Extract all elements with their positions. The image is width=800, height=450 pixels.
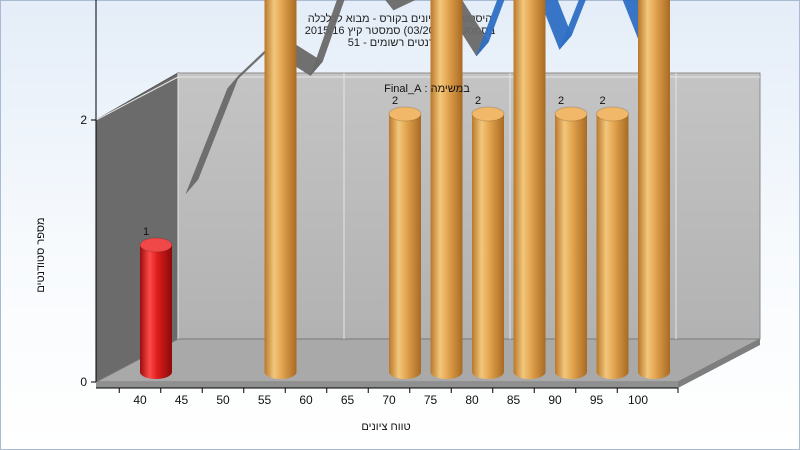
trend-ribbon	[185, 0, 668, 194]
bar-body	[264, 0, 297, 379]
x-tick-label: 85	[507, 393, 521, 407]
y-axis: 024	[80, 0, 97, 389]
bar-body	[389, 114, 421, 379]
y-axis-label: מספר סטודנטים	[35, 217, 47, 292]
trend-segment	[385, 0, 403, 11]
x-tick-label: 45	[175, 393, 189, 407]
bar-80: 2	[471, 95, 505, 379]
bar-value-label: 2	[599, 95, 605, 107]
bar-55: 3	[264, 0, 297, 379]
bar-top	[471, 106, 505, 122]
trend-segment	[310, 0, 345, 76]
x-tick-label: 100	[628, 393, 648, 407]
x-tick-label: 80	[465, 393, 479, 407]
bar-value-label: 2	[475, 95, 481, 107]
bar-body	[140, 245, 172, 379]
bar-value-label: 2	[392, 95, 398, 107]
x-tick-label: 65	[341, 393, 355, 407]
bar-body	[555, 114, 587, 379]
bar-top	[554, 106, 588, 122]
bars: 132323223	[139, 0, 670, 380]
x-tick-label: 75	[424, 393, 438, 407]
x-tick-label: 90	[548, 393, 562, 407]
x-axis-label: טווח ציונים	[361, 421, 410, 433]
bar-body	[430, 0, 463, 379]
bar-top	[388, 106, 422, 122]
x-tick-label: 50	[216, 393, 230, 407]
bar-75: 3	[430, 0, 463, 379]
chart-title-line-3: סטודנטים רשומים - 51	[347, 37, 453, 49]
trend-segment	[559, 0, 586, 50]
trend-segment	[476, 0, 505, 57]
x-tick-label: 40	[133, 393, 147, 407]
x-tick-label: 70	[382, 393, 396, 407]
y-tick-label: 0	[80, 375, 87, 389]
bar-top	[139, 237, 173, 253]
bar-body	[513, 0, 546, 379]
bar-100: 3	[638, 0, 670, 379]
bar-value-label: 2	[558, 95, 564, 107]
grid-line-side	[95, 76, 179, 121]
right-edge	[678, 339, 760, 388]
bar-95: 2	[596, 95, 629, 380]
bar-value-label: 1	[143, 226, 149, 238]
floor-front-edge	[96, 382, 678, 388]
y-tick-label: 2	[80, 113, 87, 127]
x-tick-label: 95	[590, 393, 604, 407]
bar-body	[596, 114, 629, 380]
bar-body	[638, 0, 670, 379]
bar-body	[472, 114, 504, 379]
bar-40: 1	[139, 226, 173, 379]
bar-90: 2	[554, 95, 588, 379]
bar-85: 3	[513, 0, 546, 379]
x-tick-label: 60	[299, 393, 313, 407]
bar-70: 2	[388, 95, 422, 379]
x-axis: 40 45 50 55 60 65 70 75 80 85 90 95 100	[96, 387, 679, 407]
x-tick-label: 55	[258, 393, 272, 407]
trend-segment	[393, 0, 416, 11]
task-annotation: במשימה : Final_A	[384, 83, 470, 95]
bar-top	[596, 106, 629, 122]
